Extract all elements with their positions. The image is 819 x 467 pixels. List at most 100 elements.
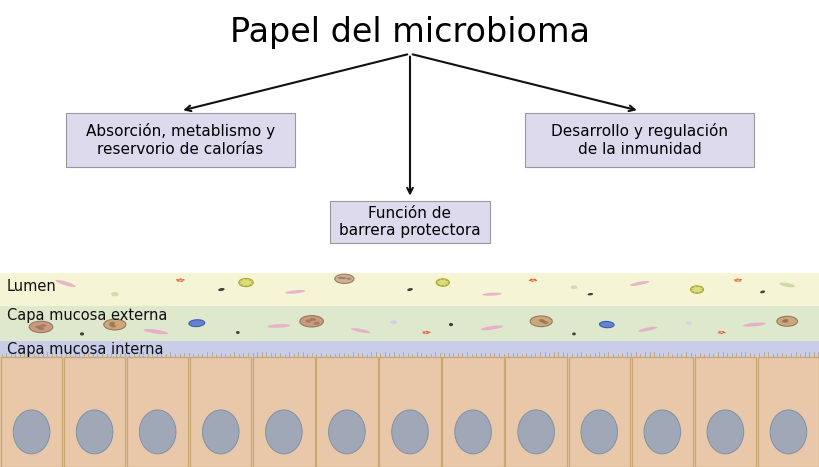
- Ellipse shape: [542, 321, 548, 324]
- Ellipse shape: [437, 280, 439, 281]
- Ellipse shape: [80, 332, 84, 335]
- Ellipse shape: [446, 284, 447, 285]
- Ellipse shape: [637, 327, 657, 332]
- Ellipse shape: [40, 324, 46, 327]
- Bar: [64, 357, 125, 467]
- Ellipse shape: [782, 320, 788, 323]
- Ellipse shape: [449, 323, 453, 326]
- Ellipse shape: [533, 280, 536, 281]
- Ellipse shape: [776, 316, 797, 326]
- Ellipse shape: [300, 316, 323, 327]
- Ellipse shape: [38, 327, 44, 330]
- Ellipse shape: [518, 410, 554, 454]
- Ellipse shape: [643, 410, 680, 454]
- Ellipse shape: [236, 331, 239, 334]
- Ellipse shape: [13, 410, 50, 454]
- Ellipse shape: [441, 279, 443, 280]
- Ellipse shape: [110, 322, 115, 325]
- Ellipse shape: [769, 410, 806, 454]
- Bar: [631, 357, 692, 467]
- Ellipse shape: [455, 410, 491, 454]
- Text: Absorción, metablismo y
reservorio de calorías: Absorción, metablismo y reservorio de ca…: [86, 123, 274, 157]
- Ellipse shape: [446, 280, 447, 281]
- Ellipse shape: [540, 320, 545, 323]
- Text: Papel del microbioma: Papel del microbioma: [229, 16, 590, 50]
- Ellipse shape: [425, 331, 428, 332]
- Ellipse shape: [238, 278, 253, 287]
- Ellipse shape: [570, 285, 577, 289]
- Ellipse shape: [717, 332, 720, 333]
- Ellipse shape: [447, 282, 449, 283]
- Ellipse shape: [759, 290, 764, 293]
- Ellipse shape: [690, 286, 703, 293]
- Ellipse shape: [701, 289, 703, 290]
- Ellipse shape: [179, 280, 183, 282]
- Ellipse shape: [734, 280, 737, 282]
- Ellipse shape: [111, 292, 119, 297]
- Ellipse shape: [104, 319, 126, 330]
- Ellipse shape: [391, 410, 428, 454]
- Ellipse shape: [251, 282, 252, 283]
- Bar: [253, 357, 314, 467]
- Ellipse shape: [733, 279, 736, 281]
- Ellipse shape: [529, 316, 552, 326]
- Ellipse shape: [310, 318, 315, 321]
- Text: Capa mucosa interna: Capa mucosa interna: [7, 342, 163, 357]
- Ellipse shape: [76, 410, 113, 454]
- Bar: [0, 341, 819, 357]
- Ellipse shape: [717, 331, 721, 333]
- Ellipse shape: [328, 410, 364, 454]
- Ellipse shape: [699, 287, 701, 288]
- Ellipse shape: [249, 284, 251, 285]
- Ellipse shape: [188, 320, 205, 326]
- Ellipse shape: [346, 277, 351, 280]
- Ellipse shape: [351, 328, 370, 333]
- Bar: [0, 306, 819, 341]
- Ellipse shape: [587, 293, 592, 296]
- Ellipse shape: [176, 280, 180, 282]
- Ellipse shape: [436, 282, 437, 283]
- Bar: [441, 357, 503, 467]
- Ellipse shape: [436, 279, 449, 286]
- Ellipse shape: [202, 410, 239, 454]
- Ellipse shape: [143, 329, 168, 334]
- Ellipse shape: [285, 290, 305, 294]
- Ellipse shape: [685, 321, 691, 325]
- Ellipse shape: [695, 292, 697, 293]
- Ellipse shape: [245, 279, 247, 280]
- Ellipse shape: [179, 278, 182, 280]
- Ellipse shape: [239, 282, 241, 283]
- Bar: [1, 357, 62, 467]
- Ellipse shape: [245, 285, 247, 286]
- Ellipse shape: [267, 324, 290, 328]
- Ellipse shape: [580, 410, 617, 454]
- Ellipse shape: [441, 285, 443, 286]
- Ellipse shape: [422, 331, 425, 333]
- Ellipse shape: [721, 331, 723, 333]
- Bar: [0, 357, 819, 467]
- Bar: [316, 357, 378, 467]
- Ellipse shape: [139, 410, 176, 454]
- Ellipse shape: [781, 320, 785, 323]
- Text: Desarrollo y regulación
de la inmunidad: Desarrollo y regulación de la inmunidad: [550, 123, 727, 157]
- Ellipse shape: [437, 284, 439, 285]
- Ellipse shape: [422, 333, 425, 334]
- Ellipse shape: [218, 288, 224, 291]
- Ellipse shape: [109, 323, 115, 326]
- Ellipse shape: [528, 280, 532, 281]
- Ellipse shape: [111, 325, 116, 327]
- Bar: [0, 273, 819, 306]
- FancyBboxPatch shape: [329, 201, 489, 243]
- Ellipse shape: [738, 279, 741, 280]
- Ellipse shape: [529, 279, 532, 280]
- Ellipse shape: [690, 289, 691, 290]
- Bar: [505, 357, 566, 467]
- Text: Lumen: Lumen: [7, 279, 57, 294]
- Bar: [127, 357, 188, 467]
- Bar: [694, 357, 755, 467]
- Ellipse shape: [599, 321, 613, 328]
- Ellipse shape: [29, 321, 52, 333]
- Ellipse shape: [691, 291, 693, 292]
- Ellipse shape: [314, 322, 319, 325]
- Ellipse shape: [782, 319, 787, 321]
